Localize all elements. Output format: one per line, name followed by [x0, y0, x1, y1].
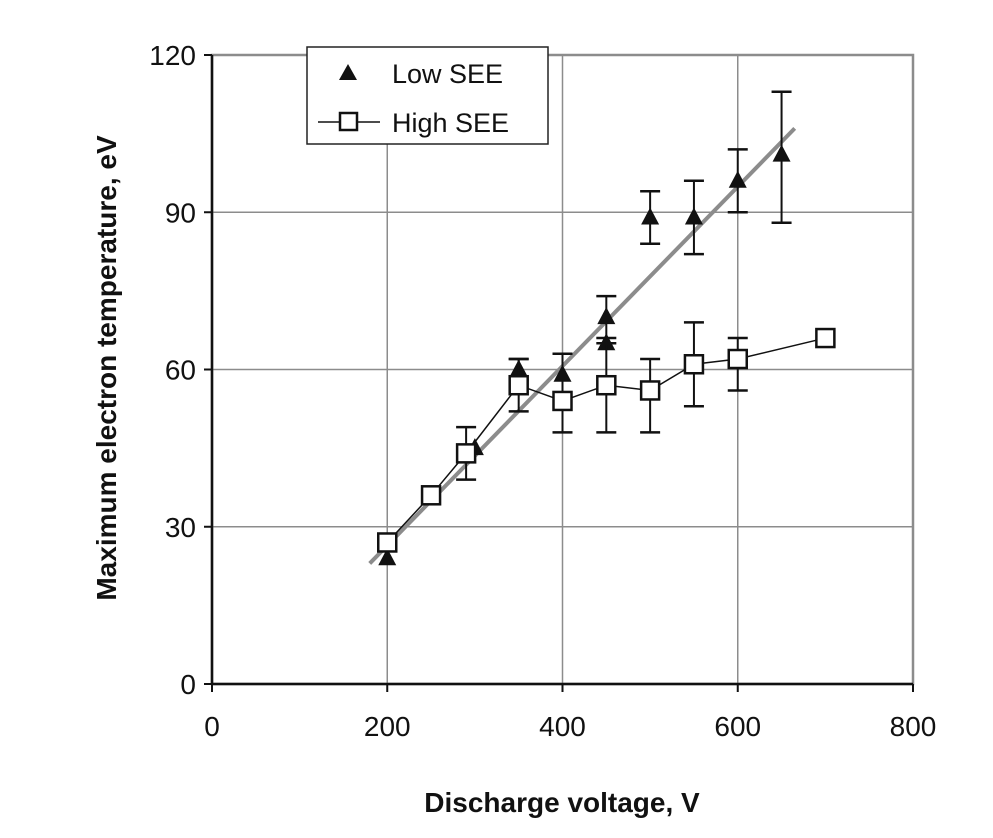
x-tick-label: 600 — [714, 711, 761, 742]
high-see-point — [639, 380, 661, 401]
high-see-point — [455, 443, 477, 464]
x-tick-label: 200 — [364, 711, 411, 742]
low-see-point — [597, 307, 616, 325]
high-see-point — [377, 532, 398, 553]
x-tick-label: 400 — [539, 711, 586, 742]
y-tick-label: 120 — [149, 40, 196, 71]
low-see-point — [728, 170, 747, 188]
series-layer — [377, 90, 836, 566]
y-axis-title: Maximum electron temperature, eV — [91, 135, 122, 601]
legend-high-see-label: High SEE — [392, 108, 509, 138]
low-see-point — [597, 333, 616, 351]
y-tick-label: 30 — [165, 512, 196, 543]
high-see-point — [552, 390, 573, 412]
high-see-point — [508, 374, 529, 396]
x-tick-label: 800 — [890, 711, 937, 742]
y-tick-label: 90 — [165, 197, 196, 228]
high-see-point — [727, 348, 748, 370]
y-tick-label: 60 — [165, 355, 196, 386]
low-see-point — [772, 144, 791, 162]
legend-low-see-marker — [339, 64, 357, 80]
axes — [204, 54, 914, 692]
low-see-point — [684, 207, 703, 225]
y-tick-label: 0 — [180, 669, 196, 700]
x-axis-title: Discharge voltage, V — [424, 787, 700, 818]
legend-low-see-label: Low SEE — [392, 59, 503, 89]
high-see-point — [683, 354, 705, 375]
legend: Low SEE High SEE — [306, 46, 549, 145]
high-see-series — [377, 321, 836, 553]
tick-labels: 0 200 400 600 800 0 30 60 90 120 — [149, 40, 936, 742]
x-tick-label: 0 — [204, 711, 220, 742]
high-see-point — [420, 485, 442, 506]
low-see-point — [378, 548, 397, 566]
high-see-point — [815, 327, 836, 349]
high-see-point — [596, 374, 617, 396]
legend-high-see-marker — [338, 111, 359, 132]
low-see-point — [641, 207, 660, 225]
high-see-line — [386, 337, 826, 543]
